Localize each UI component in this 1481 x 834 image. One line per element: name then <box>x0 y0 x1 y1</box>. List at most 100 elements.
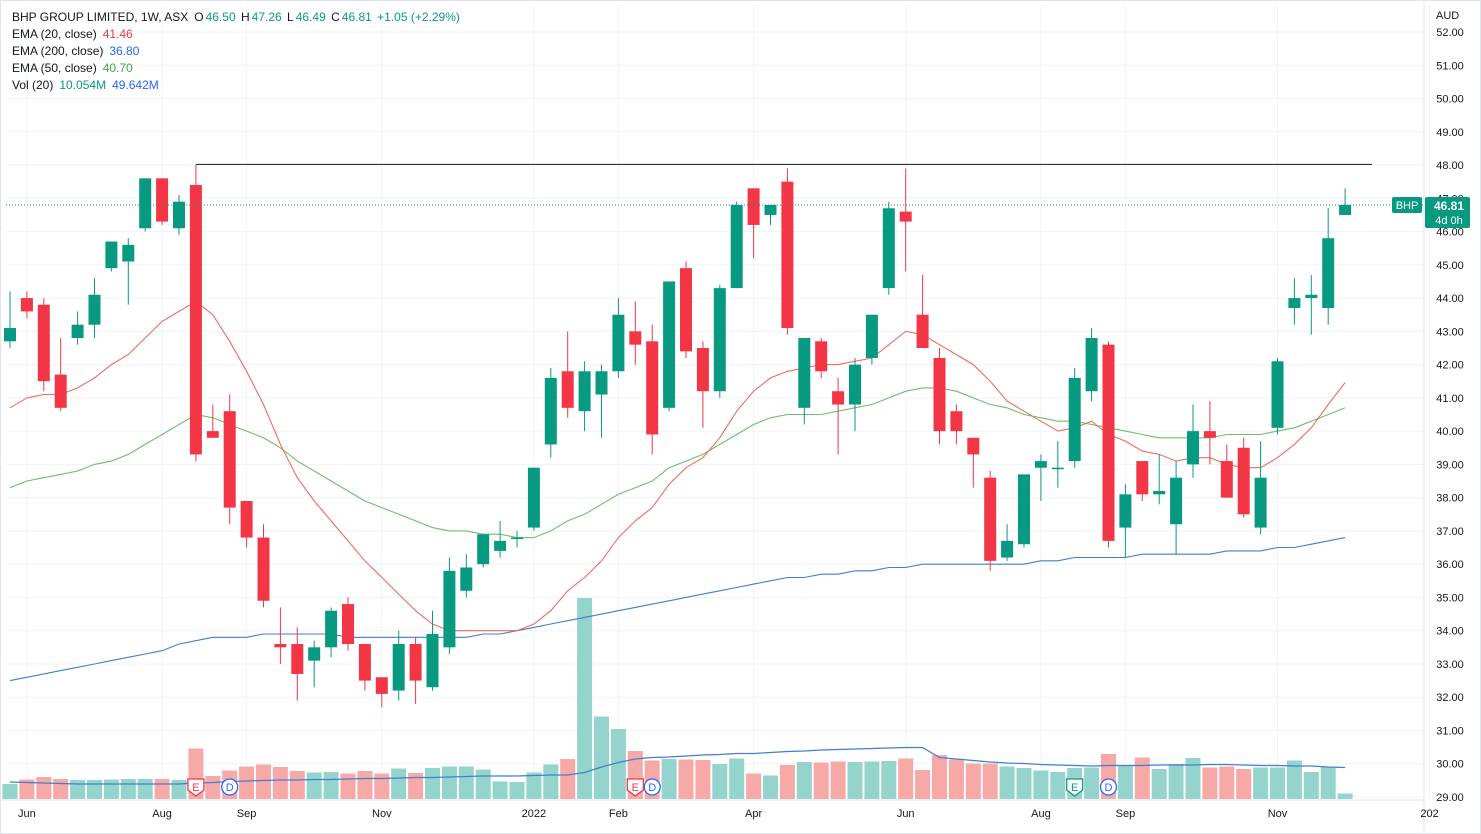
candle-body <box>747 188 760 225</box>
candle-body <box>105 241 118 269</box>
candle <box>663 281 676 412</box>
volume-bar <box>272 767 288 799</box>
candle-body <box>950 411 963 432</box>
candle <box>950 404 963 445</box>
legend-symbol-row[interactable]: BHP GROUP LIMITED, 1W, ASX O 46.50 H 47.26 … <box>12 9 462 26</box>
legend-ema50-row[interactable]: EMA (50, close) 40.70 <box>12 60 462 77</box>
event-letter: D <box>648 782 656 794</box>
candle-body <box>426 634 439 688</box>
volume-bar <box>1033 770 1049 799</box>
volume-bar <box>830 761 846 799</box>
volume-bar <box>712 764 728 799</box>
candle-body <box>916 314 929 348</box>
candle <box>409 637 422 704</box>
candle-body <box>358 644 371 681</box>
candle-body <box>1102 344 1115 541</box>
candle-body <box>240 500 253 538</box>
candle-body <box>1220 461 1233 498</box>
volume-bar <box>1168 764 1184 799</box>
volume-bar <box>729 758 745 799</box>
price-tick-label: 34.00 <box>1436 626 1464 638</box>
high-label: H <box>241 10 250 24</box>
legend-vol-row[interactable]: Vol (20) 10.054M 49.642M <box>12 77 462 94</box>
volume-bar <box>87 780 102 799</box>
candle <box>578 361 591 432</box>
price-tag-value: 46.81 <box>1434 199 1464 213</box>
price-tick-label: 52.00 <box>1436 27 1464 39</box>
candle-body <box>308 647 321 661</box>
legend-ema20-row[interactable]: EMA (20, close) 41.46 <box>12 26 462 43</box>
volume-bar <box>2 784 18 799</box>
candle <box>1034 454 1047 501</box>
overlay <box>6 163 1424 206</box>
dividend-badge <box>1099 778 1118 796</box>
earnings-marker: E <box>626 778 644 797</box>
candle-body <box>815 341 828 372</box>
candle-body <box>1018 474 1030 545</box>
candle <box>105 241 118 272</box>
volume-bar <box>1303 772 1319 799</box>
volume-bar <box>1134 757 1150 799</box>
volume-bar <box>560 759 576 799</box>
candle <box>527 467 540 531</box>
candle <box>984 471 997 571</box>
earnings-badge <box>626 778 644 797</box>
candle <box>832 377 845 455</box>
candle-body <box>1271 361 1284 428</box>
candle-body <box>392 644 405 691</box>
price-tick-label: 36.00 <box>1436 559 1464 571</box>
candle-body <box>882 208 895 289</box>
volume-bar <box>391 768 407 799</box>
price-tick-label: 51.00 <box>1436 60 1464 72</box>
event-letter: E <box>192 782 199 794</box>
candle <box>764 204 777 225</box>
candle <box>544 367 557 458</box>
candle <box>375 677 388 708</box>
time-axis[interactable]: Jun Aug Sep Nov 2022 Feb Apr Jun Aug Sep Nov 202 <box>0 799 1439 820</box>
dividend-marker: D <box>1099 778 1118 796</box>
candle <box>1051 441 1064 488</box>
volume-bar <box>374 773 390 799</box>
volume-bar <box>408 773 424 799</box>
volume-bar <box>36 777 52 799</box>
price-tick-label: 31.00 <box>1436 725 1464 737</box>
candle-body <box>612 314 625 372</box>
price-tag <box>1425 196 1470 228</box>
candle-body <box>257 537 270 601</box>
candle <box>1018 474 1030 548</box>
volume-bar <box>340 773 356 799</box>
candle <box>1322 208 1335 325</box>
price-axis[interactable]: 52.0051.0050.0049.0048.0047.0046.0045.00… <box>1423 0 1464 834</box>
candle <box>781 168 794 335</box>
volume-bar <box>948 759 964 799</box>
volume-bar <box>1253 767 1269 799</box>
candle-body <box>37 304 50 382</box>
candle-body <box>291 644 304 674</box>
candle <box>223 394 236 525</box>
volume-bar <box>746 773 762 799</box>
candle <box>1271 357 1284 435</box>
candle <box>156 178 169 225</box>
candle <box>696 341 709 428</box>
candle <box>798 338 811 425</box>
volume-bar <box>475 769 491 799</box>
candle <box>358 644 371 691</box>
legend-ema200-row[interactable]: EMA (200, close) 36.80 <box>12 43 462 60</box>
volume-bar <box>1219 766 1235 799</box>
candle <box>1288 278 1301 325</box>
candle <box>54 338 67 412</box>
volume-bar <box>763 775 778 799</box>
candle-body <box>1051 467 1064 470</box>
candle-body <box>325 610 338 648</box>
candle-body <box>1237 447 1250 515</box>
candle-body <box>4 328 16 342</box>
candle-body <box>71 324 84 338</box>
volume-bar <box>171 780 187 799</box>
candle-body <box>933 357 946 432</box>
volume-bar <box>492 781 508 799</box>
candle <box>595 364 608 438</box>
price-tick-label: 41.00 <box>1436 393 1464 405</box>
candle <box>899 168 912 272</box>
candle-body <box>122 244 135 262</box>
